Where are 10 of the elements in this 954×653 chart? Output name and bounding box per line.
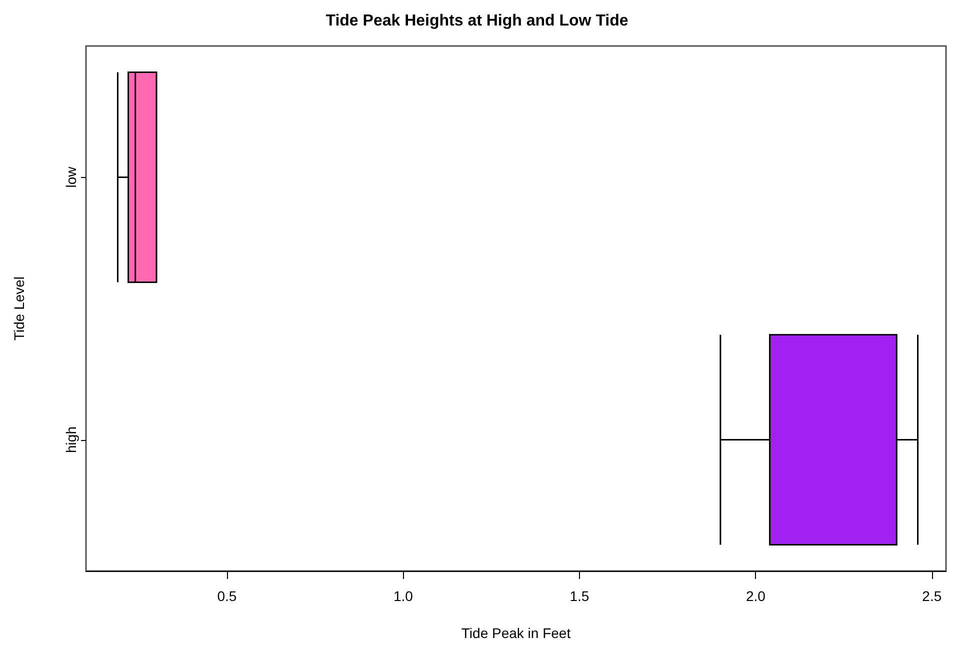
y-axis-title: Tide Level	[11, 276, 27, 341]
x-tick-label: 0.5	[217, 588, 237, 604]
y-tick-label: low	[63, 166, 79, 188]
x-tick-label: 1.0	[393, 588, 414, 604]
x-tick-label: 2.5	[922, 588, 942, 604]
x-tick-label: 1.5	[570, 588, 590, 604]
x-axis-title: Tide Peak in Feet	[461, 625, 571, 641]
chart-title: Tide Peak Heights at High and Low Tide	[326, 12, 628, 30]
x-tick-label: 2.0	[746, 588, 766, 604]
y-tick-label: high	[63, 426, 79, 453]
